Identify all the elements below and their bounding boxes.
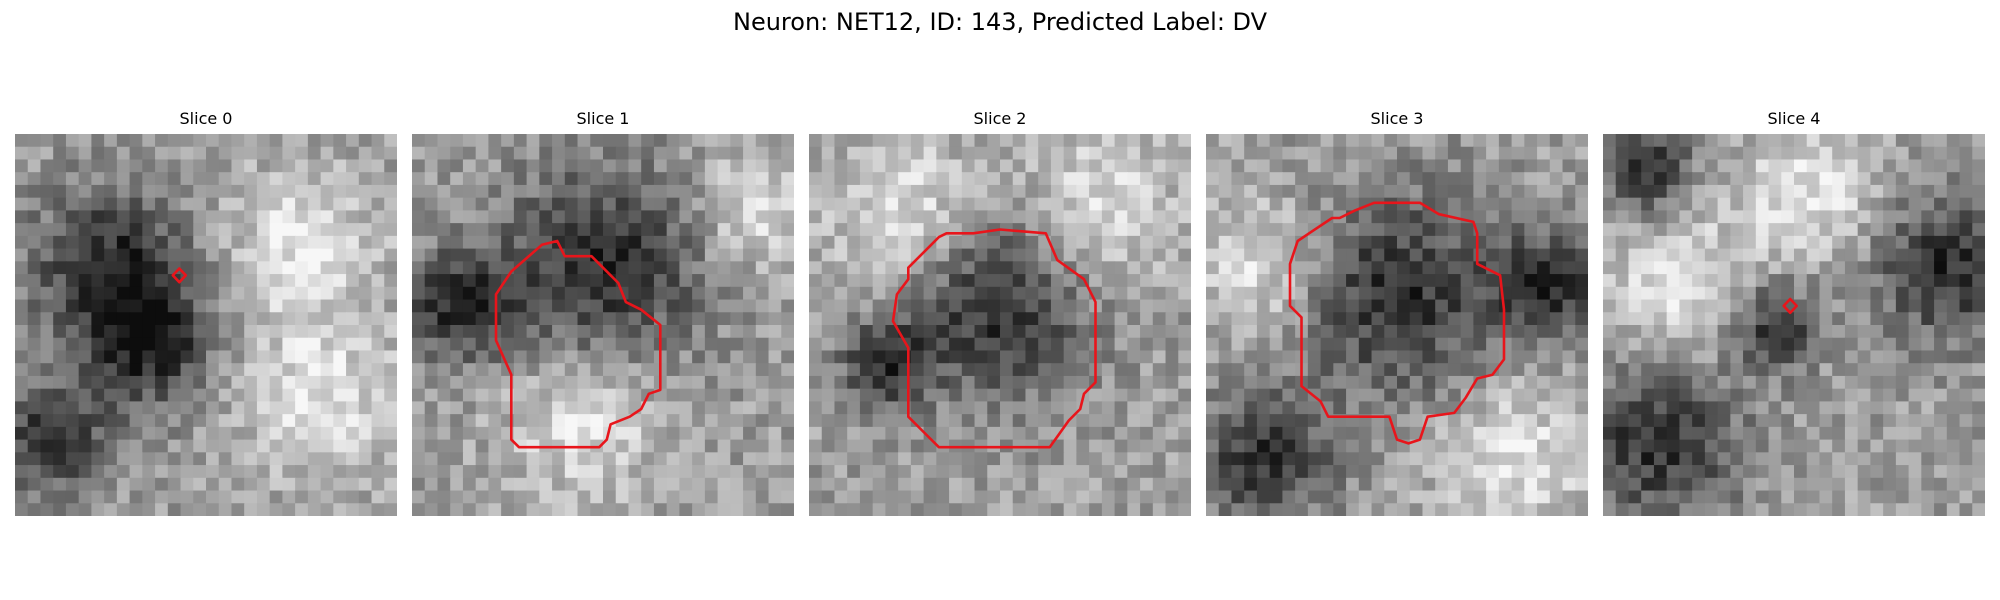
slice-image [1206,134,1588,516]
roi-contour [171,267,188,284]
grayscale-image [412,134,794,516]
slice-title: Slice 4 [1767,109,1821,128]
roi-contour [494,239,662,449]
slice-panel: Slice 0 [15,108,397,516]
slice-image [1603,134,1985,516]
slice-image [15,134,397,516]
grayscale-image [809,134,1191,516]
roi-contour [891,228,1097,449]
slice-title: Slice 1 [576,109,630,128]
grayscale-image [1603,134,1985,516]
slice-panel: Slice 3 [1206,108,1588,516]
slice-image [809,134,1191,516]
slice-image [412,134,794,516]
roi-contour [1288,201,1506,445]
slice-title: Slice 2 [973,109,1027,128]
slice-title: Slice 0 [179,109,233,128]
slice-panel: Slice 2 [809,108,1191,516]
figure-title: Neuron: NET12, ID: 143, Predicted Label:… [732,8,1268,36]
roi-contour [1782,297,1798,315]
slice-title: Slice 3 [1370,109,1424,128]
slice-panel: Slice 1 [412,108,794,516]
slice-panel: Slice 4 [1603,108,1985,516]
grayscale-image [15,134,397,516]
grayscale-image [1206,134,1588,516]
